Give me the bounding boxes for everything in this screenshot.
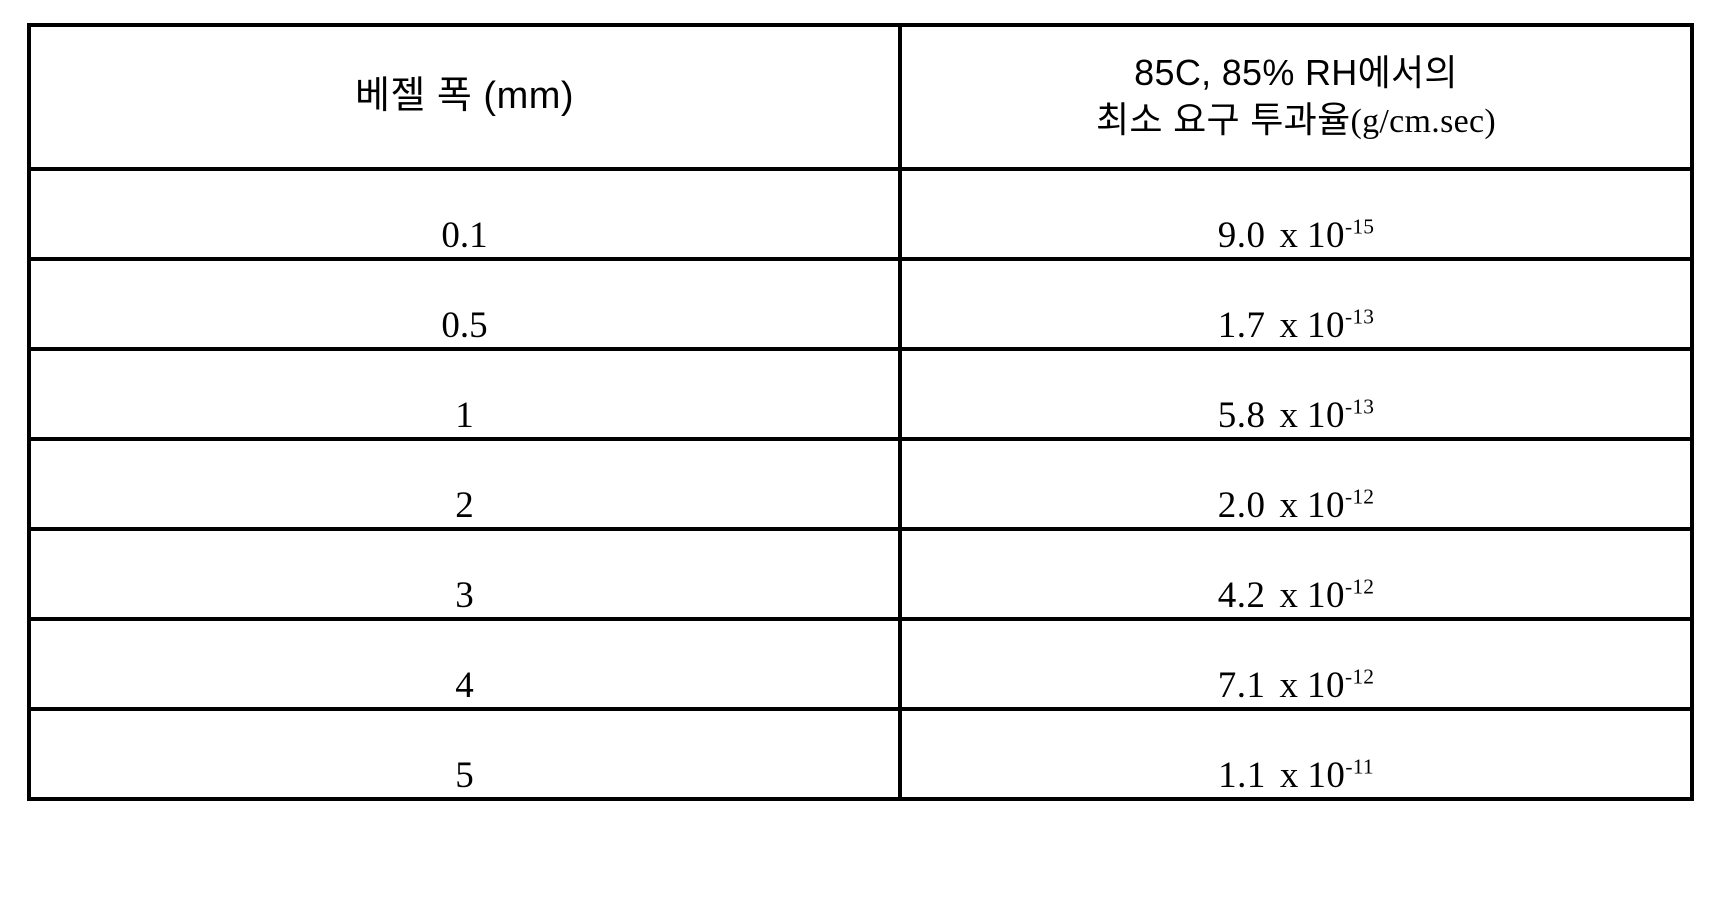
cell-permeability: 1.7 x 10-13 <box>898 257 1694 351</box>
permeability-exponent: -12 <box>1345 484 1375 509</box>
permeability-exponent: -13 <box>1345 394 1375 419</box>
permeability-multiplication-sign: x <box>1279 485 1299 526</box>
table-row: 2 2.0 x 10-12 <box>27 437 1694 531</box>
column-header-permeability-line1: 85C, 85% RH에서의 <box>1134 51 1458 93</box>
table-row: 5 1.1 x 10-11 <box>27 707 1694 801</box>
permeability-exponent: -12 <box>1345 664 1375 689</box>
cell-permeability: 1.1 x 10-11 <box>898 707 1694 801</box>
permeability-base: 10 <box>1307 665 1346 706</box>
column-header-bezel-width: 베젤 폭 (mm) <box>27 23 902 171</box>
cell-permeability: 4.2 x 10-12 <box>898 527 1694 621</box>
permeability-base: 10 <box>1307 485 1346 526</box>
cell-bezel-width: 0.5 <box>27 257 902 351</box>
cell-bezel-width: 4 <box>27 617 902 711</box>
cell-permeability: 9.0 x 10-15 <box>898 167 1694 261</box>
table-row: 1 5.8 x 10-13 <box>27 347 1694 441</box>
table-row: 0.5 1.7 x 10-13 <box>27 257 1694 351</box>
permeability-mantissa: 4.2 <box>1217 575 1266 616</box>
permeability-base: 10 <box>1307 215 1346 256</box>
permeability-multiplication-sign: x <box>1279 665 1299 706</box>
cell-permeability: 2.0 x 10-12 <box>898 437 1694 531</box>
permeability-multiplication-sign: x <box>1279 215 1299 256</box>
cell-bezel-width: 1 <box>27 347 902 441</box>
cell-bezel-width: 2 <box>27 437 902 531</box>
permeability-exponent: -12 <box>1345 574 1375 599</box>
permeability-exponent: -15 <box>1345 214 1375 239</box>
permeability-mantissa: 1.1 <box>1218 755 1266 796</box>
table-header-row: 베젤 폭 (mm) 85C, 85% RH에서의 최소 요구 투과율(g/cm.… <box>27 23 1694 171</box>
permeability-base: 10 <box>1307 305 1346 346</box>
permeability-mantissa: 2.0 <box>1217 485 1266 526</box>
column-header-permeability: 85C, 85% RH에서의 최소 요구 투과율(g/cm.sec) <box>898 23 1694 171</box>
cell-bezel-width: 3 <box>27 527 902 621</box>
cell-bezel-width: 5 <box>27 707 902 801</box>
permeability-base: 10 <box>1307 395 1346 436</box>
permeability-base: 10 <box>1307 575 1346 616</box>
permeability-multiplication-sign: x <box>1279 755 1299 796</box>
table-row: 4 7.1 x 10-12 <box>27 617 1694 711</box>
column-header-permeability-line2: 최소 요구 투과율 <box>1095 99 1351 141</box>
permeability-multiplication-sign: x <box>1279 575 1299 616</box>
permeability-mantissa: 9.0 <box>1217 215 1266 256</box>
permeability-exponent: -11 <box>1345 754 1374 779</box>
cell-permeability: 7.1 x 10-12 <box>898 617 1694 711</box>
column-header-permeability-unit: (g/cm.sec) <box>1350 103 1497 141</box>
table-row: 3 4.2 x 10-12 <box>27 527 1694 621</box>
permeability-multiplication-sign: x <box>1279 395 1299 436</box>
permeability-base: 10 <box>1307 755 1346 796</box>
bezel-permeability-table: 베젤 폭 (mm) 85C, 85% RH에서의 최소 요구 투과율(g/cm.… <box>27 23 1694 801</box>
permeability-mantissa: 7.1 <box>1217 665 1266 706</box>
permeability-mantissa: 5.8 <box>1217 395 1266 436</box>
permeability-multiplication-sign: x <box>1279 305 1299 346</box>
cell-bezel-width: 0.1 <box>27 167 902 261</box>
permeability-mantissa: 1.7 <box>1217 305 1266 346</box>
cell-permeability: 5.8 x 10-13 <box>898 347 1694 441</box>
column-header-permeability-line2-wrap: 최소 요구 투과율(g/cm.sec) <box>902 96 1690 145</box>
table-row: 0.1 9.0 x 10-15 <box>27 167 1694 261</box>
table-body: 베젤 폭 (mm) 85C, 85% RH에서의 최소 요구 투과율(g/cm.… <box>27 23 1694 801</box>
permeability-exponent: -13 <box>1345 304 1375 329</box>
